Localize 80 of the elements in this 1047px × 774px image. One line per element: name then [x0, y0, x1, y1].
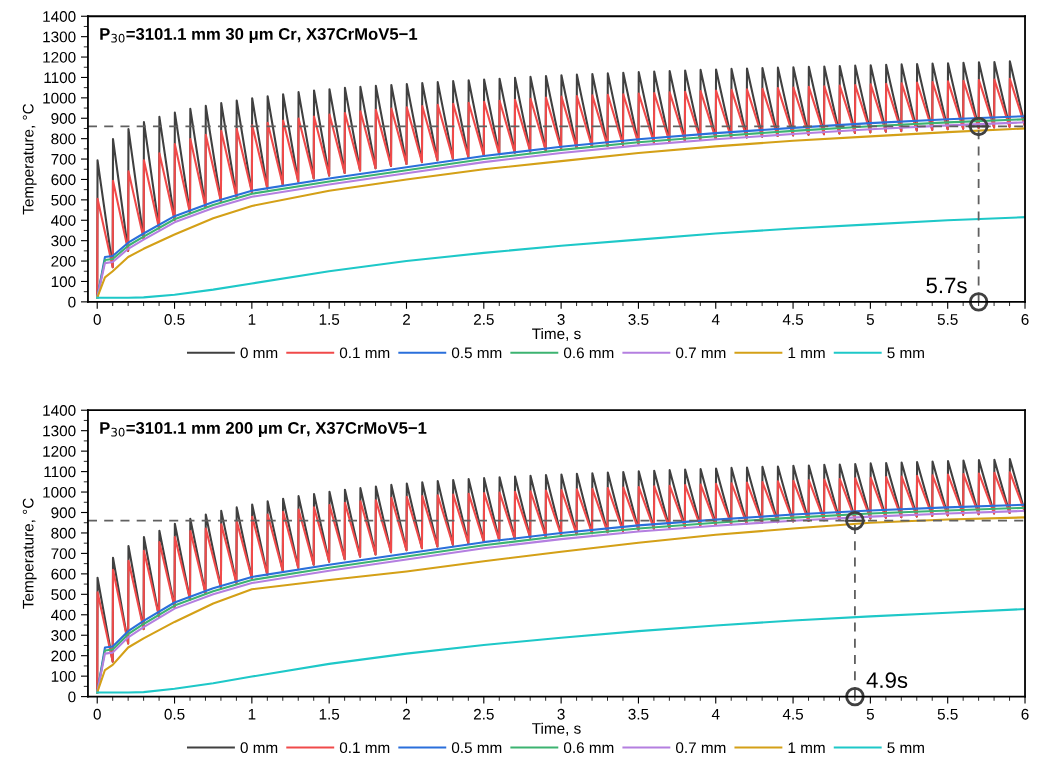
line-series [96, 216, 1026, 299]
legend-label: 0.7 mm [676, 742, 726, 754]
annotation: 4.9s [866, 672, 908, 689]
y-axis-title: Temperature, °C [22, 498, 37, 609]
y-tick-label: 100 [51, 276, 76, 288]
legend-label: 0.5 mm [451, 742, 502, 754]
legend-label: 0.7 mm [676, 347, 726, 359]
x-tick-label: 4 [711, 708, 720, 720]
y-tick-label: 300 [51, 235, 76, 247]
x-tick-label: 5.5 [937, 708, 958, 720]
x-tick-label: 2 [403, 708, 410, 720]
y-tick-label: 800 [51, 133, 76, 145]
x-tick-label: 3.5 [628, 708, 649, 720]
y-tick-label: 200 [51, 255, 76, 267]
x-tick-label: 1.5 [319, 314, 340, 325]
y-tick-label: 1400 [43, 405, 76, 416]
legend-label: 1 mm [788, 742, 825, 753]
x-tick-label: 6 [1021, 314, 1029, 325]
y-tick-label: 500 [51, 194, 76, 206]
y-tick-label: 700 [51, 153, 76, 165]
x-tick-label: 4 [711, 314, 720, 325]
x-tick-label: 2 [403, 314, 410, 325]
x-tick-label: 2.5 [473, 314, 494, 325]
x-tick-label: 0 [93, 314, 101, 325]
y-tick-label: 1200 [43, 446, 76, 457]
y-tick-label: 200 [51, 650, 76, 662]
line-series [96, 608, 1026, 694]
legend-label: 0.6 mm [563, 742, 614, 754]
legend-label: 0.1 mm [339, 742, 390, 754]
x-tick-label: 0.5 [164, 708, 185, 720]
y-tick-label: 0 [68, 296, 76, 308]
y-tick-label: 700 [51, 548, 76, 560]
y-axis-title: Temperature, °C [22, 103, 37, 215]
x-axis-title: Time, s [532, 327, 581, 341]
y-tick-label: 1300 [43, 425, 76, 437]
y-tick-label: 1100 [44, 72, 76, 84]
y-tick-label: 500 [51, 589, 76, 601]
x-tick-label: 1.5 [319, 708, 340, 720]
y-tick-label: 300 [51, 630, 76, 641]
annotation: 5.7s [926, 277, 967, 294]
x-tick-label: 1 [248, 314, 256, 325]
legend-label: 5 mm [887, 347, 924, 359]
x-tick-label: 4.5 [782, 314, 804, 325]
y-tick-label: 1100 [44, 466, 76, 478]
y-tick-label: 800 [51, 527, 76, 539]
x-tick-label: 6 [1021, 708, 1029, 720]
text: P$_{30}$=3101.1 mm 200 μm Cr, X37CrMoV5−1 [100, 422, 427, 438]
x-tick-label: 1 [248, 708, 256, 720]
y-tick-label: 1000 [43, 92, 76, 104]
x-tick-label: 5 [866, 314, 874, 325]
legend-label: 0.5 mm [451, 347, 502, 359]
y-tick-label: 1400 [43, 11, 76, 22]
y-tick-label: 900 [51, 507, 76, 519]
y-tick-label: 600 [51, 174, 76, 186]
y-tick-label: 0 [68, 691, 76, 703]
x-tick-label: 5.5 [937, 314, 958, 325]
y-tick-label: 600 [51, 568, 76, 580]
x-tick-label: 4.5 [782, 708, 804, 720]
legend-label: 0.1 mm [339, 347, 390, 359]
y-tick-label: 400 [51, 609, 76, 621]
x-tick-label: 0.5 [164, 314, 185, 325]
x-tick-label: 5 [866, 708, 874, 720]
text: P$_{30}$=3101.1 mm 30 μm Cr, X37CrMoV5−1 [100, 28, 418, 44]
x-axis-title: Time, s [532, 722, 581, 736]
legend-label: 0.6 mm [563, 347, 614, 359]
x-tick-label: 3 [557, 314, 565, 325]
legend-label: 5 mm [887, 742, 924, 754]
y-tick-label: 100 [51, 671, 76, 682]
x-tick-label: 0 [93, 708, 101, 720]
y-tick-label: 400 [51, 215, 76, 226]
y-tick-label: 900 [51, 113, 76, 124]
y-tick-label: 1300 [43, 31, 76, 43]
legend-label: 0 mm [240, 347, 278, 359]
x-tick-label: 2.5 [473, 708, 494, 720]
x-tick-label: 3.5 [628, 314, 649, 325]
legend-label: 1 mm [788, 347, 825, 359]
x-tick-label: 3 [557, 708, 565, 720]
legend-label: 0 mm [240, 742, 278, 754]
y-tick-label: 1000 [43, 486, 76, 498]
y-tick-label: 1200 [43, 51, 76, 63]
